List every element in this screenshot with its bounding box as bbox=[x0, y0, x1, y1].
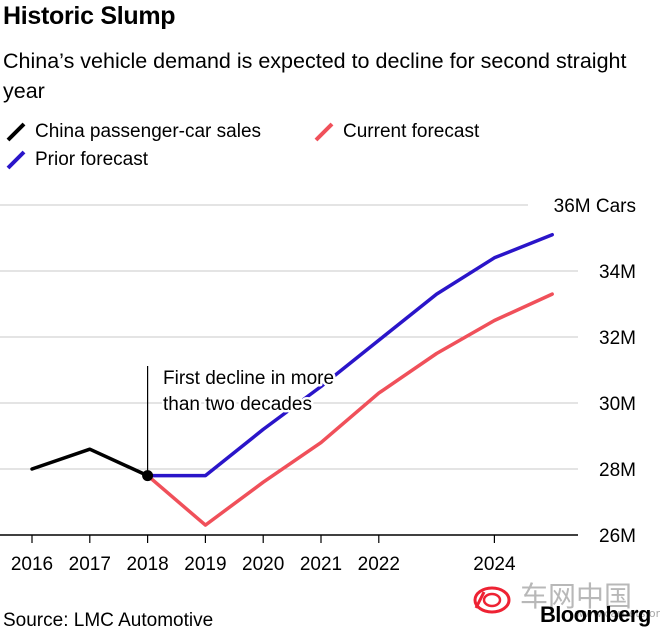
series-line-sales bbox=[30, 447, 150, 478]
watermark-text: 车网中国 bbox=[520, 580, 632, 613]
y-tick-label: 28M bbox=[599, 460, 636, 481]
chart-subtitle: China’s vehicle demand is expected to de… bbox=[3, 49, 627, 103]
legend-label-prior: Prior forecast bbox=[35, 149, 148, 170]
chart-title: Historic Slump bbox=[3, 2, 176, 30]
legend-item-sales: China passenger-car sales bbox=[5, 121, 261, 143]
legend-swatch-prior bbox=[6, 150, 26, 170]
x-tick-label: 2016 bbox=[11, 554, 53, 575]
y-unit-label-bg bbox=[528, 191, 640, 217]
watermark: 车网中国 www.carnets.org bbox=[473, 580, 660, 618]
x-tick-label: 2021 bbox=[300, 554, 342, 575]
source-note: Source: LMC Automotive bbox=[3, 610, 214, 631]
series-line-current bbox=[145, 292, 554, 527]
x-tick-label: 2024 bbox=[473, 554, 516, 575]
y-tick-label: 30M bbox=[599, 394, 636, 415]
y-tick-label: 34M bbox=[599, 262, 636, 283]
legend-swatch-current bbox=[314, 122, 334, 142]
legend-item-current: Current forecast bbox=[313, 121, 479, 143]
series-line-prior bbox=[145, 232, 554, 478]
y-tick-label: 32M bbox=[599, 328, 636, 349]
watermark-url: www.carnets.org bbox=[575, 607, 660, 618]
y-tick-label: 36M Cars bbox=[554, 196, 636, 217]
brand-logo: Bloomberg bbox=[540, 602, 651, 627]
legend-label-sales: China passenger-car sales bbox=[35, 121, 262, 142]
x-tick-label: 2017 bbox=[69, 554, 111, 575]
legend-swatch-sales bbox=[6, 122, 26, 142]
x-tick-label: 2018 bbox=[126, 554, 168, 575]
x-tick-label: 2019 bbox=[184, 554, 226, 575]
annotation-text: First decline in more bbox=[163, 368, 334, 389]
x-tick-label: 2020 bbox=[242, 554, 284, 575]
y-tick-label: 26M bbox=[599, 526, 636, 547]
watermark-logo-icon bbox=[473, 586, 511, 614]
legend-label-current: Current forecast bbox=[343, 121, 480, 142]
x-tick-label: 2022 bbox=[358, 554, 400, 575]
annotation-text: than two decades bbox=[163, 394, 312, 415]
annotation-point bbox=[142, 470, 154, 482]
legend-item-prior: Prior forecast bbox=[5, 149, 148, 171]
